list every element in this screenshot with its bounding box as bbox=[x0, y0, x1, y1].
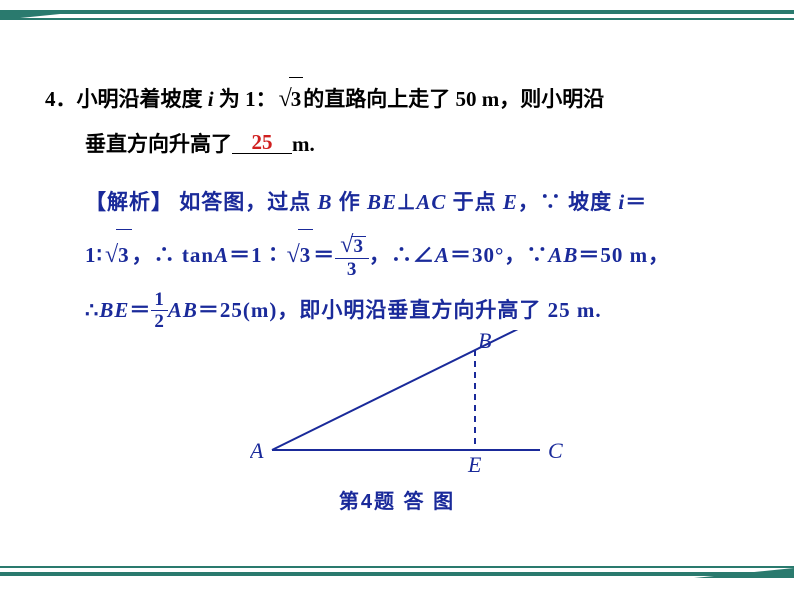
diagram: ABCE bbox=[250, 330, 570, 470]
svg-text:A: A bbox=[250, 438, 264, 463]
svg-text:E: E bbox=[467, 452, 482, 477]
sol-eq4: ＝ bbox=[450, 243, 472, 267]
sol-2a: 1 bbox=[85, 243, 97, 267]
top-border bbox=[0, 0, 794, 36]
sol-sqrt3-1: √3 bbox=[103, 227, 132, 285]
answer-blank: 25 bbox=[232, 132, 292, 154]
sol-3: ，即小明沿垂直方向升高了 25 m. bbox=[277, 298, 601, 322]
question-line2: 垂直方向升高了 25 m. bbox=[85, 123, 755, 165]
sol-c2: ， bbox=[132, 243, 154, 267]
svg-text:B: B bbox=[478, 330, 491, 353]
sol-1a: 如答图，过点 bbox=[173, 190, 318, 214]
sol-AC: AC bbox=[416, 190, 446, 214]
sol-eq6: ＝ bbox=[129, 298, 151, 322]
sol-A2: A bbox=[435, 243, 450, 267]
sol-c5: ， bbox=[648, 243, 670, 267]
bottom-border bbox=[0, 566, 794, 578]
sol-bc1: ∵ bbox=[540, 190, 562, 214]
bottom-border-thin bbox=[0, 566, 794, 568]
sol-c3: ， bbox=[369, 243, 391, 267]
sol-E: E bbox=[503, 190, 518, 214]
sol-50: 50 m bbox=[600, 243, 648, 267]
q-text-2b: m. bbox=[292, 132, 315, 156]
sol-1c: 于点 bbox=[446, 190, 503, 214]
q-text-1c: 的直路向上走了 50 m，则小明沿 bbox=[303, 87, 604, 111]
sol-tan: tan bbox=[176, 243, 214, 267]
q-text-2a: 垂直方向升高了 bbox=[85, 132, 232, 156]
sol-25: 25(m) bbox=[220, 298, 277, 322]
sol-BE: BE bbox=[367, 190, 397, 214]
solution-line1: 【解析】 如答图，过点 B 作 BE⊥AC 于点 E，∵ 坡度 i＝ bbox=[85, 177, 755, 227]
answer-value: 25 bbox=[252, 130, 273, 154]
sol-eq5: ＝ bbox=[578, 243, 600, 267]
sol-eq1: ＝ bbox=[625, 190, 647, 214]
sol-1d: 坡度 bbox=[562, 190, 619, 214]
sol-ang: ∠ bbox=[413, 243, 435, 267]
diagram-svg: A B C E bbox=[250, 330, 570, 480]
sol-eq7: ＝ bbox=[198, 298, 220, 322]
sol-one: 1 bbox=[251, 243, 263, 267]
solution: 【解析】 如答图，过点 B 作 BE⊥AC 于点 E，∵ 坡度 i＝ 1∶√3，… bbox=[85, 177, 755, 335]
sol-th3: ∴ bbox=[85, 298, 99, 322]
sol-A1: A bbox=[214, 243, 229, 267]
question-number: 4． bbox=[45, 87, 77, 111]
sol-eq2: ＝ bbox=[229, 243, 251, 267]
sol-perp: ⊥ bbox=[397, 190, 416, 214]
sol-bc2: ∵ bbox=[526, 243, 548, 267]
sol-1b: 作 bbox=[333, 190, 368, 214]
sol-AB2: AB bbox=[168, 298, 198, 322]
q-text-1b: 为 1： bbox=[214, 87, 277, 111]
sol-AB: AB bbox=[548, 243, 578, 267]
bottom-border-thick bbox=[0, 572, 794, 576]
question-line1: 4．小明沿着坡度 i 为 1：√3的直路向上走了 50 m，则小明沿 bbox=[45, 75, 755, 123]
svg-text:C: C bbox=[548, 438, 563, 463]
sol-BE2: BE bbox=[99, 298, 129, 322]
sol-eq3: ＝ bbox=[313, 243, 335, 267]
solution-line2: 1∶√3，∴ tanA＝1∶√3＝√33，∴∠A＝30°，∵AB＝50 m， bbox=[85, 227, 755, 285]
sol-th1: ∴ bbox=[154, 243, 176, 267]
caption: 第4题 答 图 bbox=[0, 485, 794, 514]
content: 4．小明沿着坡度 i 为 1：√3的直路向上走了 50 m，则小明沿 垂直方向升… bbox=[45, 75, 755, 335]
sol-c4: ， bbox=[504, 243, 526, 267]
top-border-thick bbox=[0, 10, 794, 14]
sol-col2: ∶ bbox=[263, 243, 285, 267]
sol-frac2: 12 bbox=[151, 290, 168, 331]
sol-B: B bbox=[318, 190, 333, 214]
q-sqrt3: √3 bbox=[277, 75, 304, 123]
top-wedge bbox=[0, 10, 100, 20]
sol-c1: ， bbox=[518, 190, 540, 214]
bottom-wedge bbox=[694, 568, 794, 578]
sol-sqrt3-2: √3 bbox=[285, 227, 314, 285]
sol-label: 【解析】 bbox=[85, 190, 173, 214]
top-border-thin bbox=[0, 18, 794, 20]
sol-30: 30° bbox=[472, 243, 504, 267]
sol-frac1: √33 bbox=[335, 233, 369, 279]
q-text-1a: 小明沿着坡度 bbox=[77, 87, 208, 111]
sol-th2: ∴ bbox=[391, 243, 413, 267]
solution-line3: ∴BE＝12AB＝25(m)，即小明沿垂直方向升高了 25 m. bbox=[85, 285, 755, 335]
